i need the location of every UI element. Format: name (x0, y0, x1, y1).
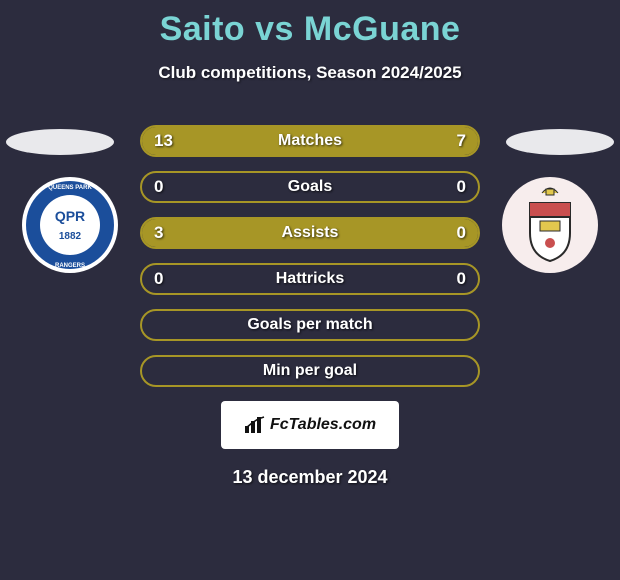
stat-row-hattricks: 0 0 Hattricks (140, 263, 480, 295)
svg-text:1882: 1882 (59, 231, 82, 242)
club-badge-right (500, 175, 600, 275)
page-title: Saito vs McGuane (0, 0, 620, 49)
stat-row-matches: 13 7 Matches (140, 125, 480, 157)
player-marker-left (6, 129, 114, 155)
player-marker-right (506, 129, 614, 155)
stat-label: Goals (142, 173, 478, 201)
brand-text: FcTables.com (270, 416, 376, 434)
stat-row-min-per-goal: Min per goal (140, 355, 480, 387)
svg-text:RANGERS: RANGERS (55, 263, 85, 269)
snapshot-date: 13 december 2024 (0, 467, 620, 488)
stat-label: Matches (142, 127, 478, 155)
chart-icon (244, 416, 266, 434)
page-subtitle: Club competitions, Season 2024/2025 (0, 63, 620, 83)
stat-bars: 13 7 Matches 0 0 Goals 3 0 Assists 0 0 H… (140, 125, 480, 387)
club-badge-left: QPR 1882 QUEENS PARK RANGERS (20, 175, 120, 275)
stat-label: Assists (142, 219, 478, 247)
stat-row-goals-per-match: Goals per match (140, 309, 480, 341)
svg-text:QPR: QPR (55, 208, 85, 224)
stat-row-goals: 0 0 Goals (140, 171, 480, 203)
stat-label: Min per goal (142, 357, 478, 385)
brand-logo: FcTables.com (221, 401, 399, 449)
stat-label: Goals per match (142, 311, 478, 339)
svg-text:QUEENS PARK: QUEENS PARK (48, 185, 92, 191)
comparison-panel: QPR 1882 QUEENS PARK RANGERS 13 7 (0, 125, 620, 488)
stat-row-assists: 3 0 Assists (140, 217, 480, 249)
stat-label: Hattricks (142, 265, 478, 293)
